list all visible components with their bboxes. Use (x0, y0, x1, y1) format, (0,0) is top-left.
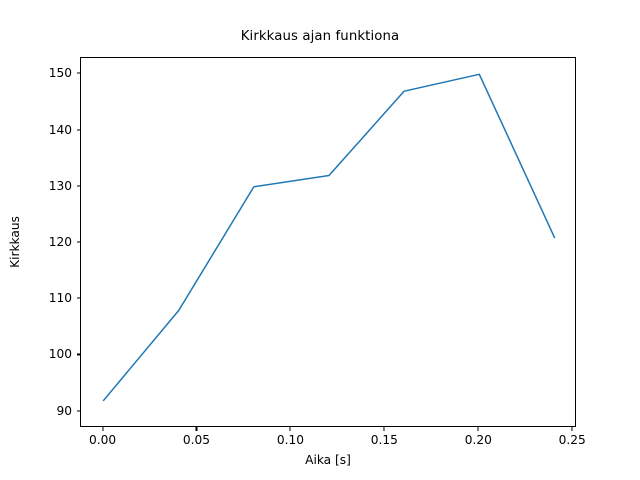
chart-title: Kirkkaus ajan funktiona (240, 29, 400, 44)
y-tick-mark (76, 353, 80, 355)
y-tick-label: 110 (48, 291, 72, 306)
y-tick-mark (76, 72, 80, 74)
y-axis-tick-labels: 90 100 110 120 130 140 150 (0, 57, 72, 427)
x-tick-mark (477, 427, 479, 431)
y-tick-label: 140 (48, 122, 72, 137)
x-tick-label: 0.20 (464, 433, 492, 447)
y-axis-tick-marks (73, 57, 80, 427)
x-tick-mark (571, 427, 573, 431)
x-tick-mark (383, 427, 385, 431)
x-tick-mark (102, 427, 104, 431)
data-series-line (102, 73, 556, 402)
x-tick-label: 0.05 (182, 433, 211, 447)
y-tick-label: 120 (48, 235, 72, 249)
y-tick-label: 150 (48, 66, 72, 81)
y-tick-mark (76, 297, 80, 299)
x-tick-label: 0.00 (88, 433, 117, 447)
x-tick-mark (289, 427, 291, 431)
y-tick-label: 130 (48, 178, 72, 193)
plot-axes-area (80, 57, 576, 427)
x-tick-label: 0.25 (558, 433, 586, 447)
x-tick-mark (195, 427, 198, 431)
x-axis-tick-labels: 0.00 0.05 0.10 0.15 0.20 0.25 (80, 433, 586, 451)
y-tick-mark (76, 185, 80, 187)
y-tick-label: 90 (56, 403, 72, 418)
y-tick-mark (76, 129, 80, 131)
x-tick-label: 0.15 (370, 433, 398, 447)
x-axis-tick-marks (80, 427, 576, 435)
x-axis-label: Aika [s] (305, 453, 351, 467)
y-tick-label: 100 (48, 347, 72, 362)
y-tick-mark (76, 410, 80, 412)
x-tick-label: 0.10 (276, 433, 304, 447)
y-tick-mark (76, 241, 80, 243)
plot-canvas (102, 73, 556, 402)
